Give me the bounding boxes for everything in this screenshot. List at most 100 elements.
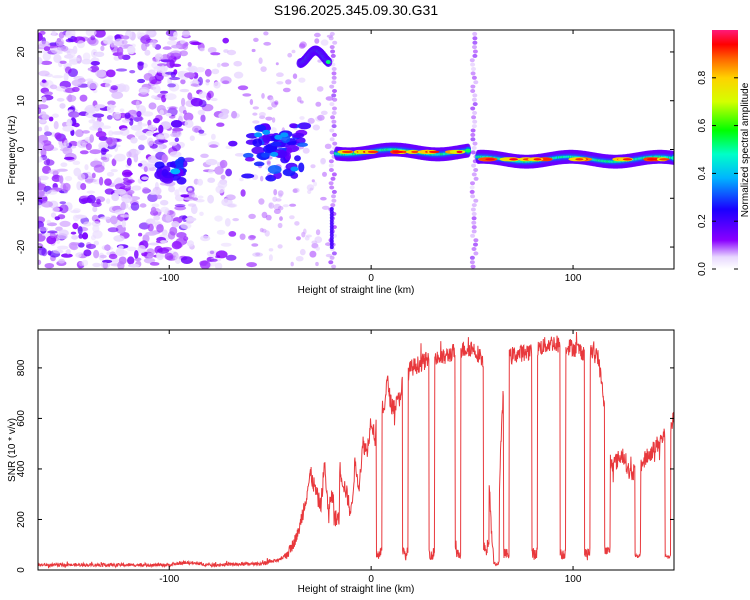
noise-blob xyxy=(120,201,126,211)
noise-blob xyxy=(63,72,69,82)
noise-blob xyxy=(169,76,181,81)
noise-blob xyxy=(88,119,96,124)
noise-blob xyxy=(161,246,173,252)
colorbar: 0.0 0.2 0.4 0.6 0.8 Normalized spectral ampl… xyxy=(697,30,750,276)
noise-blob xyxy=(115,68,128,72)
noise-blob xyxy=(151,203,160,208)
noise-blob xyxy=(113,112,122,120)
noise-blob xyxy=(87,67,92,71)
noise-blob xyxy=(139,88,148,95)
noise-blob xyxy=(147,223,154,232)
cluster-50 xyxy=(243,152,254,159)
stripe-blob xyxy=(332,40,338,45)
noise-blob xyxy=(216,62,221,68)
stripe-leak xyxy=(329,239,334,244)
noise-blob xyxy=(174,255,181,264)
noise-blob xyxy=(307,117,315,124)
noise-blob xyxy=(205,79,211,83)
noise-blob xyxy=(159,109,164,116)
colorbar-label: Normalized spectral amplitude xyxy=(740,82,750,217)
noise-blob xyxy=(150,206,157,213)
noise-blob xyxy=(154,139,165,145)
noise-blob xyxy=(180,256,193,264)
noise-blob xyxy=(216,122,225,127)
noise-blob xyxy=(197,195,204,199)
noise-blob xyxy=(269,96,275,104)
noise-blob xyxy=(93,164,105,173)
noise-blob xyxy=(228,231,237,237)
noise-blob xyxy=(91,221,101,227)
noise-blob xyxy=(231,110,238,119)
noise-blob xyxy=(67,94,73,103)
noise-blob xyxy=(99,254,107,259)
noise-blob xyxy=(135,149,141,155)
noise-blob xyxy=(111,91,124,100)
noise-blob xyxy=(292,188,298,193)
x-tick-label: -100 xyxy=(159,574,179,585)
noise-blob xyxy=(40,148,47,158)
noise-blob xyxy=(234,153,245,157)
noise-blob xyxy=(137,78,146,84)
cluster-50 xyxy=(261,152,270,158)
noise-blob xyxy=(271,117,276,123)
noise-blob xyxy=(53,121,59,130)
noise-blob xyxy=(295,256,304,262)
noise-blob xyxy=(282,87,291,93)
stripe-leak xyxy=(329,218,334,223)
stripe-blob xyxy=(329,84,335,89)
noise-blob xyxy=(106,198,111,204)
noise-blob xyxy=(44,131,52,136)
blob-100 xyxy=(174,158,184,167)
noise-blob xyxy=(147,124,157,131)
heatmap-cells xyxy=(38,30,674,269)
stripe-blob xyxy=(470,194,476,199)
noise-blob xyxy=(100,216,111,220)
noise-blob xyxy=(99,176,104,186)
stripe-blob xyxy=(331,80,337,85)
noise-blob xyxy=(207,177,216,183)
noise-blob xyxy=(127,190,135,195)
cluster-50 xyxy=(289,123,298,129)
noise-blob xyxy=(43,91,54,96)
cluster-50 xyxy=(297,122,312,130)
noise-blob xyxy=(59,103,66,109)
colorbar-gradient xyxy=(712,30,738,269)
noise-blob xyxy=(164,252,174,261)
noise-blob xyxy=(43,46,51,52)
x-tick-label: -100 xyxy=(159,273,179,284)
noise-blob xyxy=(260,66,267,72)
noise-blob xyxy=(51,113,59,118)
noise-blob xyxy=(82,52,91,61)
noise-blob xyxy=(69,53,76,58)
noise-blob xyxy=(242,93,252,97)
noise-blob xyxy=(38,57,43,65)
noise-blob xyxy=(206,92,212,101)
colorbar-tick-label: 0.6 xyxy=(697,118,708,132)
noise-blob xyxy=(173,31,178,38)
noise-blob xyxy=(89,134,94,143)
noise-blob xyxy=(121,119,131,123)
noise-blob xyxy=(272,196,278,202)
noise-blob xyxy=(50,47,63,54)
noise-blob xyxy=(325,96,334,101)
stripe-blob xyxy=(470,207,476,212)
noise-blob xyxy=(127,45,136,55)
cluster-50 xyxy=(267,165,282,174)
noise-blob xyxy=(314,32,321,38)
noise-blob xyxy=(311,240,318,245)
signal-peak xyxy=(485,158,495,161)
noise-blob xyxy=(44,263,55,269)
noise-blob xyxy=(119,108,125,112)
cluster-50-core xyxy=(280,132,289,138)
noise-blob xyxy=(53,54,62,63)
noise-blob xyxy=(92,113,105,118)
noise-blob xyxy=(233,60,242,67)
noise-blob xyxy=(41,114,50,120)
noise-blob xyxy=(261,228,267,233)
noise-blob xyxy=(89,149,101,155)
noise-blob xyxy=(46,219,51,224)
noise-blob xyxy=(60,45,69,52)
noise-blob xyxy=(116,249,128,256)
noise-blob xyxy=(291,49,296,54)
